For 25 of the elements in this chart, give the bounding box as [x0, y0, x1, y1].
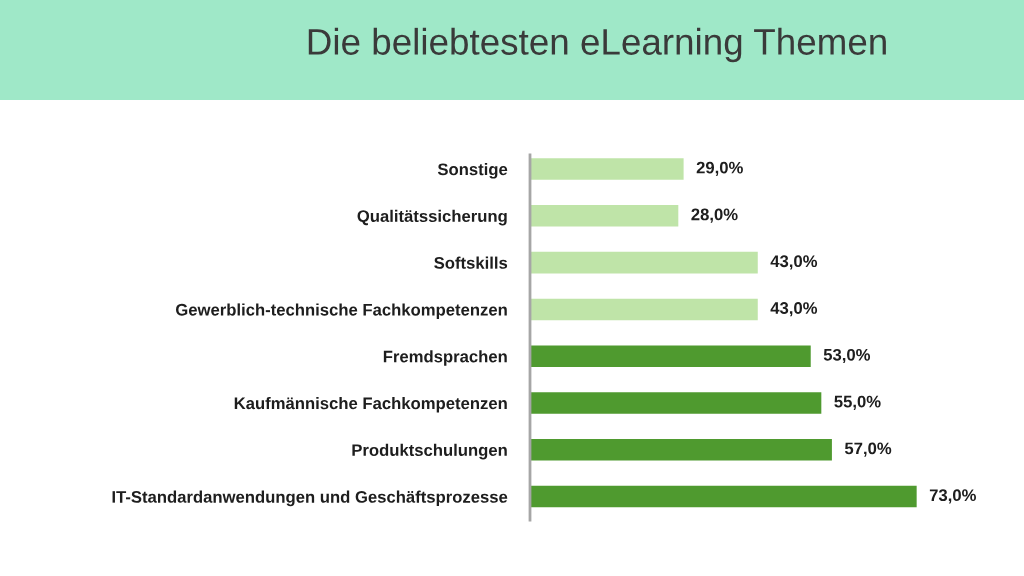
y-tick-label: Gewerblich-technische Fachkompetenzen — [175, 303, 507, 319]
data-label: 57,0% — [844, 442, 892, 457]
y-tick-label: Kaufmännische Fachkompetenzen — [234, 396, 507, 413]
data-label: 55,0% — [834, 395, 881, 410]
bar — [530, 205, 679, 227]
bar — [530, 298, 758, 321]
data-label: 43,0% — [770, 255, 818, 270]
y-tick-label: Produktschulungen — [352, 443, 507, 460]
data-label: 29,0% — [696, 161, 743, 176]
bar — [530, 439, 832, 461]
y-tick-label: IT-Standardanwendungen und Geschäftsprozesse — [112, 490, 508, 507]
data-label: 28,0% — [691, 208, 738, 223]
data-label: 73,0% — [929, 489, 976, 504]
bar — [530, 345, 811, 367]
chart-title: Die beliebtesten eLearning Themen — [308, 27, 886, 63]
bar — [530, 485, 917, 508]
bar — [530, 251, 758, 274]
data-label: 53,0% — [823, 348, 871, 364]
bar — [530, 392, 822, 414]
y-tick-label: Softskills — [434, 256, 508, 269]
y-tick-label: Qualitätssicherung — [357, 209, 507, 226]
y-tick-label: Sonstige — [437, 163, 508, 179]
y-tick-label: Fremdsprachen — [383, 350, 507, 366]
bar — [530, 158, 684, 180]
data-label: 43,0% — [770, 302, 818, 317]
